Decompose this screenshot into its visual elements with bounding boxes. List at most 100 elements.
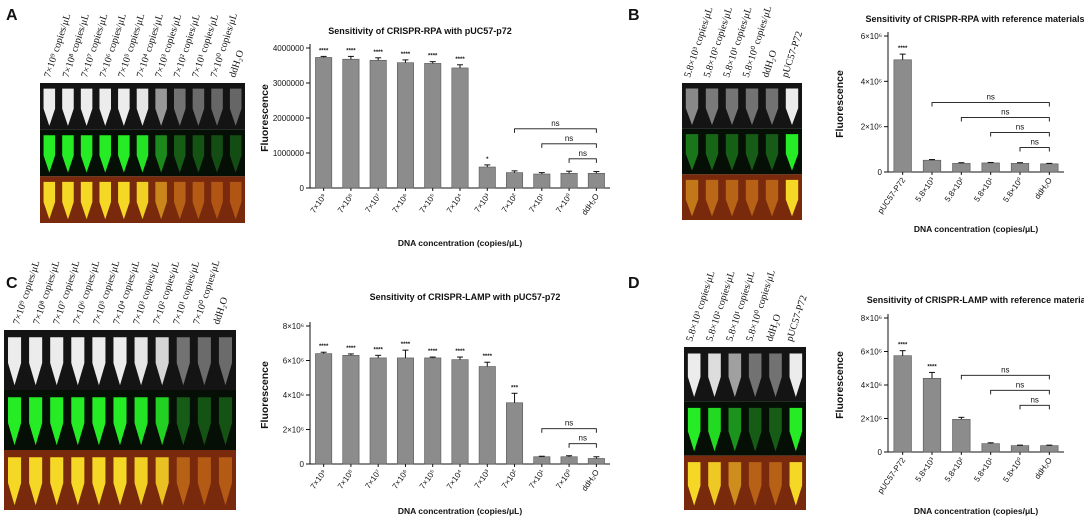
- significance-label: ****: [483, 354, 493, 360]
- bar: [315, 57, 333, 189]
- panel-label: B: [628, 7, 640, 24]
- tube: [71, 457, 85, 506]
- ns-label: ns: [1001, 108, 1009, 117]
- tube: [728, 407, 742, 452]
- y-tick-label: 2×10⁶: [283, 426, 304, 435]
- tube: [80, 181, 93, 220]
- y-tick-label: 2×10⁶: [861, 123, 882, 132]
- category-label: pUC57-P72: [876, 456, 908, 496]
- y-axis-label: Fluorescence: [834, 351, 846, 419]
- bar: [981, 162, 1000, 173]
- tube: [769, 462, 782, 506]
- tube: [748, 407, 762, 452]
- y-tick-label: 3000000: [273, 79, 305, 88]
- panel-label: D: [628, 275, 640, 292]
- ns-label: ns: [579, 434, 587, 443]
- bar: [952, 163, 971, 173]
- category-label: 7×10⁷: [363, 468, 382, 490]
- ns-bracket: [990, 132, 1050, 137]
- bar: [451, 359, 469, 465]
- tube-photo: [682, 83, 802, 220]
- tube: [218, 457, 232, 506]
- category-label: ddH₂O: [580, 468, 601, 493]
- y-tick-label: 8×10⁶: [861, 314, 882, 323]
- chart-title: Sensitivity of CRISPR-LAMP with pUC57-p7…: [370, 292, 561, 302]
- category-label: 5.8×10⁰: [1001, 456, 1024, 484]
- y-axis-label: Fluorescence: [259, 84, 271, 152]
- tube: [725, 88, 739, 126]
- bar: [506, 402, 524, 465]
- tube: [748, 353, 762, 397]
- category-label: 7×10⁵: [418, 192, 438, 215]
- tube-label: pUC57-P72: [780, 30, 805, 79]
- bar: [451, 67, 469, 189]
- ns-bracket: [514, 128, 597, 133]
- bar: [478, 366, 496, 465]
- ns-label: ns: [1030, 395, 1038, 404]
- category-label: 7×10⁸: [336, 192, 356, 215]
- y-tick-label: 0: [300, 184, 305, 193]
- bar: [922, 377, 942, 453]
- bar: [560, 173, 578, 189]
- category-label: 7×10⁰: [554, 468, 574, 491]
- bar: [952, 419, 971, 453]
- y-tick-label: 2000000: [273, 114, 305, 123]
- category-label: 7×10⁴: [445, 468, 465, 491]
- y-tick-label: 4×10⁶: [861, 381, 882, 390]
- category-label: 5.8×10²: [943, 456, 966, 484]
- tube: [176, 397, 190, 446]
- y-tick-label: 6×10⁶: [861, 348, 882, 357]
- tube: [99, 181, 112, 220]
- category-label: 5.8×10¹: [972, 456, 995, 484]
- tube: [785, 134, 799, 171]
- tube: [745, 88, 759, 126]
- significance-label: ****: [319, 48, 329, 54]
- bar: [922, 159, 942, 173]
- tube: [745, 134, 759, 171]
- significance-label: ****: [374, 50, 384, 56]
- category-label: 7×10⁷: [363, 192, 382, 214]
- tube: [229, 135, 242, 173]
- tube: [173, 135, 186, 173]
- tube: [765, 134, 779, 171]
- significance-label: ****: [346, 48, 356, 54]
- tube: [708, 462, 721, 506]
- category-label: 7×10⁹: [309, 192, 329, 215]
- tube: [765, 179, 779, 217]
- tube: [192, 135, 205, 173]
- bar: [396, 357, 414, 465]
- ns-label: ns: [1030, 138, 1038, 147]
- tube: [80, 88, 93, 126]
- tube: [62, 88, 74, 126]
- tube: [50, 457, 64, 506]
- ns-bracket: [960, 374, 1050, 380]
- bar: [893, 59, 912, 173]
- tube: [197, 397, 211, 446]
- tube: [29, 457, 43, 506]
- tube: [155, 337, 169, 386]
- tube: [134, 457, 148, 506]
- tube: [229, 88, 242, 126]
- tube-label: ddH₂O: [760, 49, 779, 79]
- tube: [134, 397, 148, 446]
- y-axis-label: Fluorescence: [259, 361, 271, 429]
- tube: [71, 337, 85, 386]
- tube: [155, 457, 169, 506]
- significance-label: ****: [927, 364, 937, 370]
- tube: [705, 179, 719, 217]
- tube: [113, 457, 127, 506]
- tube: [745, 179, 759, 217]
- significance-label: ****: [898, 343, 908, 349]
- tube: [50, 337, 64, 386]
- bar-chart: Sensitivity of CRISPR-RPA with pUC57-p72…: [259, 26, 610, 248]
- tube: [197, 337, 211, 386]
- category-label: 5.8×10²: [943, 176, 966, 204]
- tube: [8, 337, 22, 386]
- tube-labels: 5.8×10³ copies/μL5.8×10² copies/μL5.8×10…: [684, 269, 809, 343]
- category-label: 7×10⁶: [390, 468, 410, 491]
- significance-label: ****: [455, 57, 465, 63]
- tube: [118, 88, 130, 126]
- ns-bracket: [568, 158, 597, 163]
- ns-bracket: [1019, 404, 1050, 410]
- x-axis-label: DNA concentration (copies/μL): [914, 506, 1039, 516]
